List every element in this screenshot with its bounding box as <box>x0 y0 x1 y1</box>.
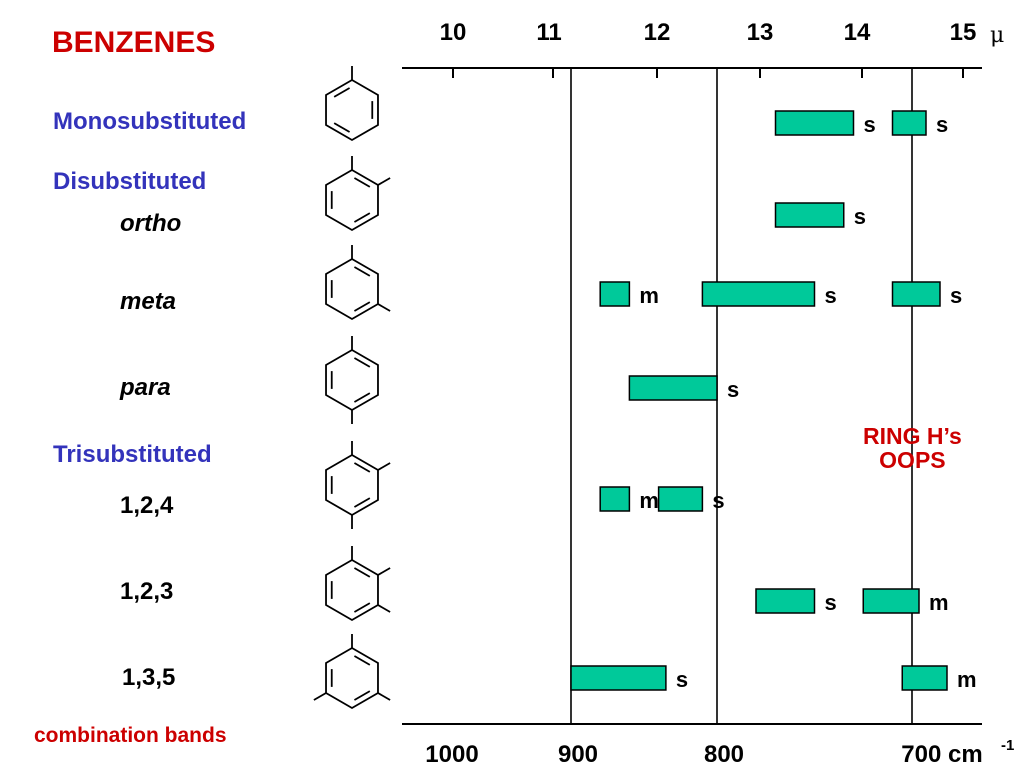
section-disubstituted: Disubstituted <box>53 168 207 195</box>
bottom-tick-label: 700 cm <box>901 741 982 768</box>
band-intensity-mono-0: s <box>864 112 876 137</box>
top-axis-ticks <box>452 68 964 78</box>
benzene-structure-icon <box>325 245 391 321</box>
band-meta-1 <box>701 281 816 307</box>
section-monosubstituted: Monosubstituted <box>53 108 247 135</box>
band-intensity-t123-0: s <box>825 590 837 615</box>
ring-oops-line1: RING H’s <box>863 423 962 449</box>
band-intensity-t123-1: m <box>929 590 949 615</box>
band-meta-0 <box>599 281 631 307</box>
benzene-structure-icon <box>313 634 391 710</box>
top-tick-label: 14 <box>844 19 871 46</box>
band-intensity-t124-0: m <box>639 488 659 513</box>
label-ortho: ortho <box>120 210 182 237</box>
top-tick-label: 13 <box>747 19 774 46</box>
band-intensity-t135-1: m <box>957 667 977 692</box>
band-intensity-meta-2: s <box>950 283 962 308</box>
band-meta-2 <box>891 281 941 307</box>
band-t124-0 <box>599 486 631 512</box>
reference-lines <box>570 68 913 724</box>
ring-oops-line2: OOPS <box>879 447 946 473</box>
band-intensity-t124-1: s <box>712 488 724 513</box>
label-meta: meta <box>120 288 177 315</box>
bottom-tick-label: 900 <box>558 741 598 768</box>
band-t124-1 <box>657 486 704 512</box>
benzene-structure-icon <box>325 546 391 622</box>
benzene-structure-icon <box>325 156 391 232</box>
band-t123-0 <box>755 588 816 614</box>
band-intensity-mono-1: s <box>936 112 948 137</box>
band-mono-1 <box>891 110 927 136</box>
band-intensity-ortho-0: s <box>854 204 866 229</box>
band-intensity-para-0: s <box>727 377 739 402</box>
top-tick-label: 10 <box>440 19 467 46</box>
section-trisubstituted: Trisubstituted <box>53 441 212 468</box>
top-tick-label: 11 <box>536 19 561 46</box>
band-intensity-meta-1: s <box>825 283 837 308</box>
top-tick-label: 15 <box>950 19 977 46</box>
band-ortho-0 <box>774 202 845 228</box>
structure-column <box>313 66 391 710</box>
label-124: 1,2,4 <box>120 492 174 519</box>
page-title: BENZENES <box>52 26 216 59</box>
band-mono-0 <box>774 110 855 136</box>
top-tick-label: 12 <box>644 19 671 46</box>
benzene-structure-icon <box>325 336 379 424</box>
top-axis-unit: μ <box>990 23 1004 48</box>
bottom-tick-label: 800 <box>704 741 744 768</box>
label-123: 1,2,3 <box>120 578 174 605</box>
label-135: 1,3,5 <box>122 664 176 691</box>
band-t135-0 <box>570 665 667 691</box>
band-t123-1 <box>862 588 920 614</box>
band-intensity-meta-0: m <box>639 283 659 308</box>
bottom-tick-label: 1000 <box>425 741 478 768</box>
band-para-0 <box>628 375 718 401</box>
bottom-unit-exponent: -1 <box>1001 737 1014 754</box>
combination-bands-label: combination bands <box>34 724 227 747</box>
band-bars: s s s m s s s m s s m s m <box>570 110 977 692</box>
band-t135-1 <box>901 665 948 691</box>
ring-oops-annotation: RING H’s OOPS <box>863 424 962 472</box>
benzene-structure-icon <box>325 66 379 142</box>
label-para: para <box>120 374 171 401</box>
benzene-structure-icon <box>325 441 391 529</box>
band-intensity-t135-0: s <box>676 667 688 692</box>
